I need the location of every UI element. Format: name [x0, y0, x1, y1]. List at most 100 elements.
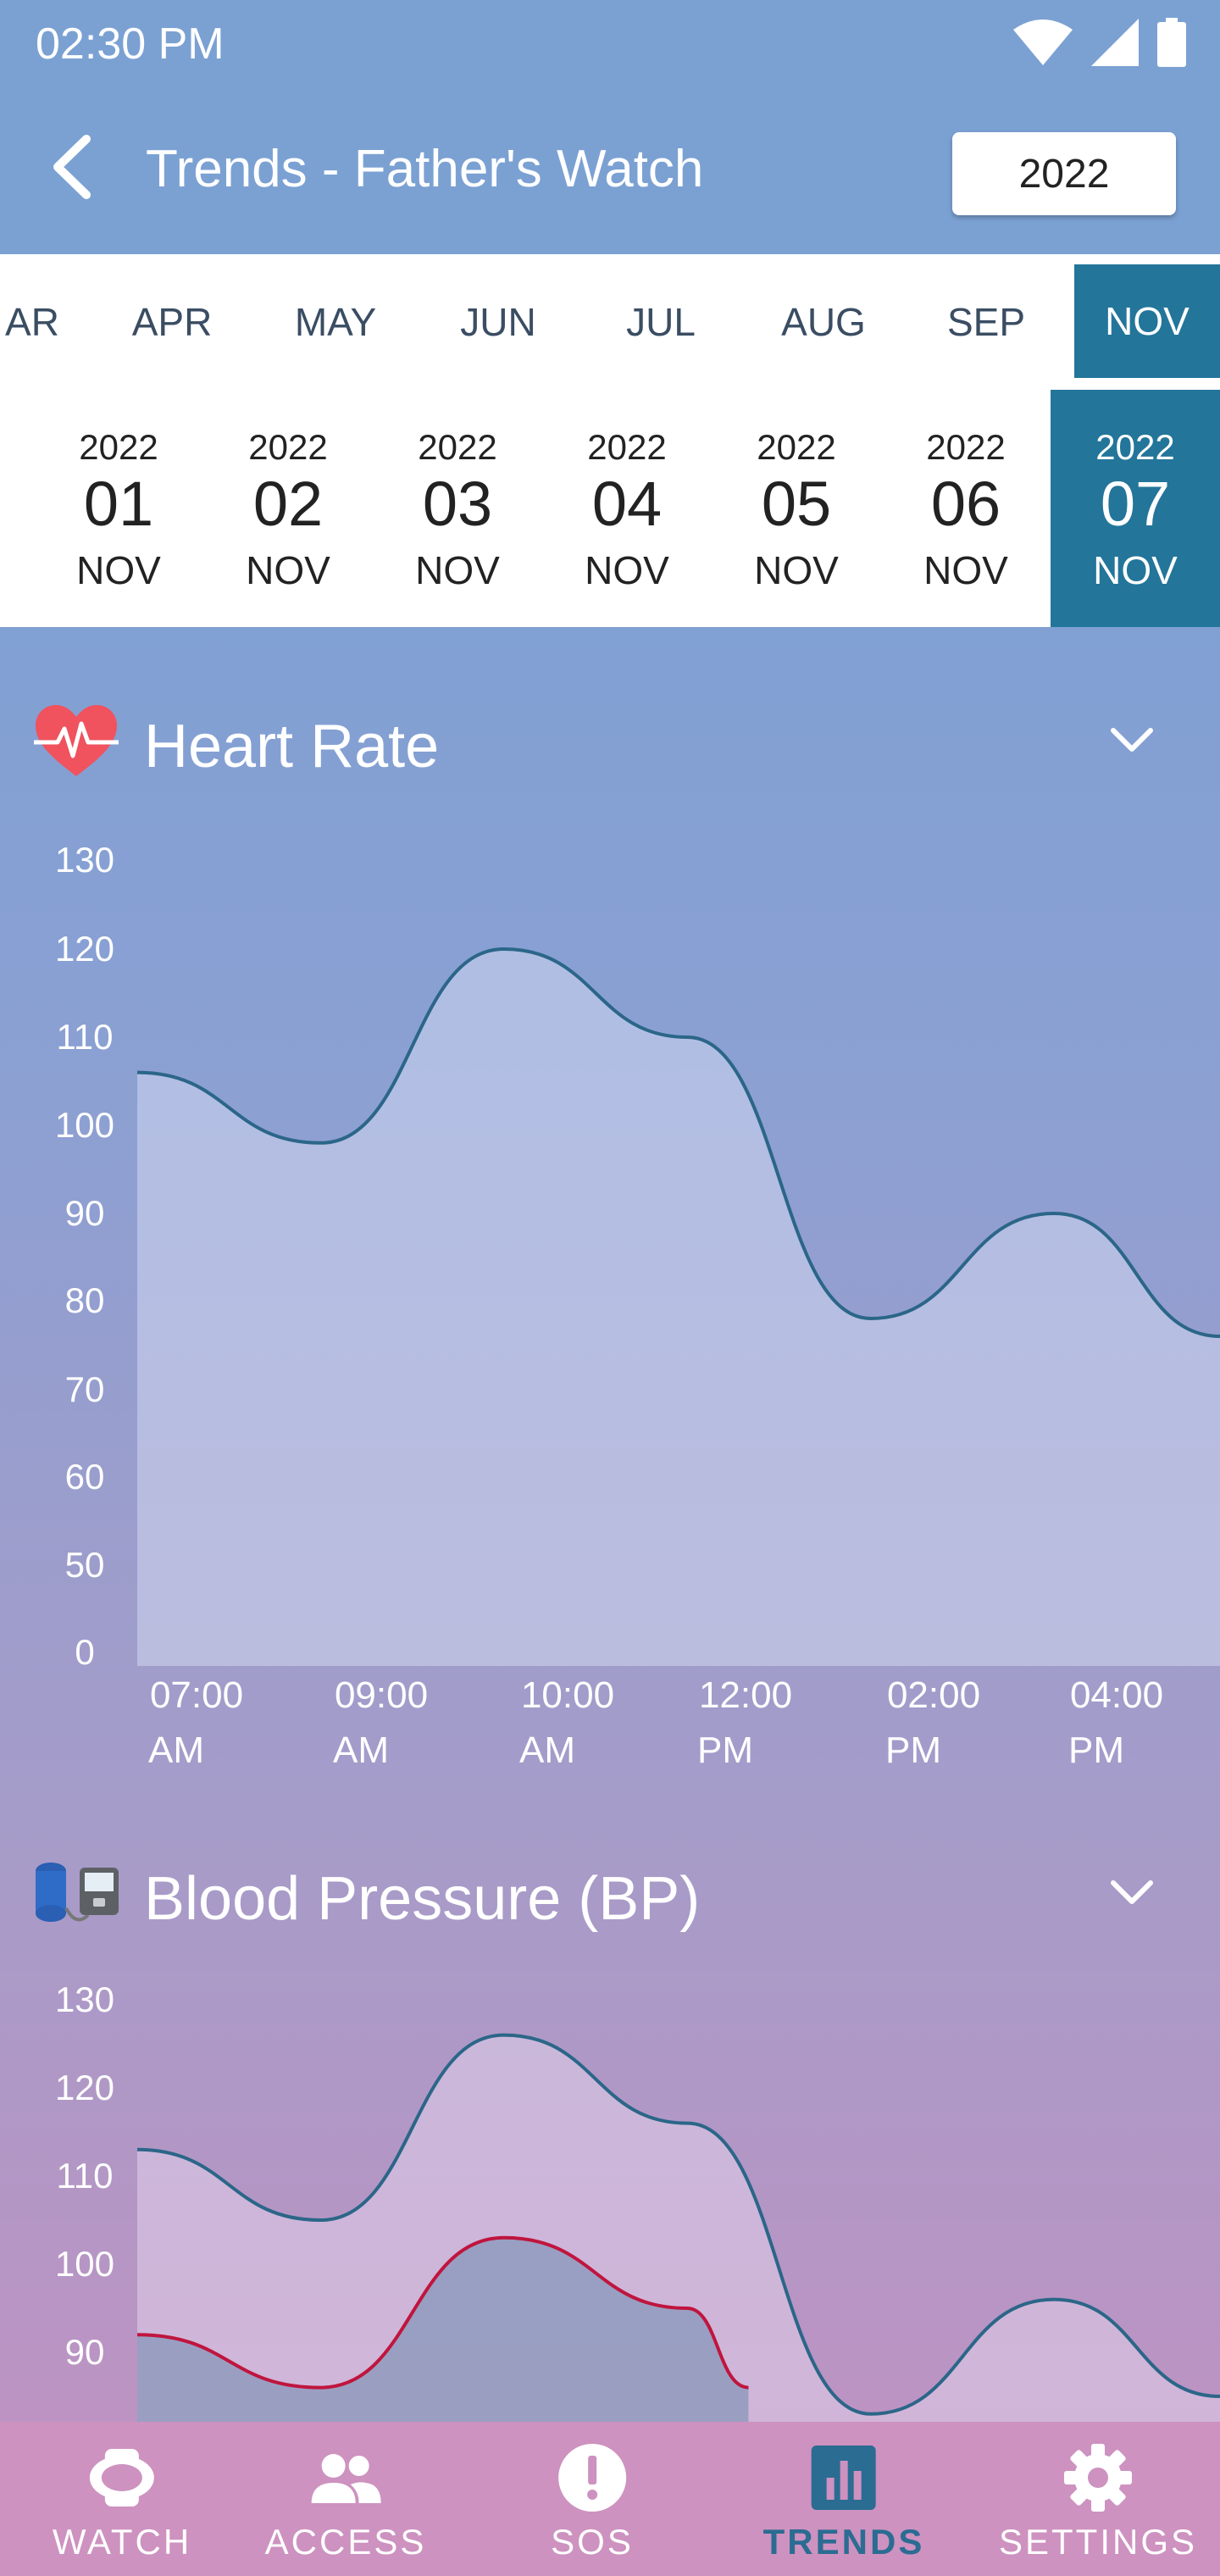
x-tick-label: AM — [519, 1729, 575, 1771]
day-number: 03 — [422, 469, 493, 539]
nav-label: TRENDS — [762, 2522, 925, 2562]
blood-pressure-monitor-icon — [36, 1863, 119, 1922]
day-item[interactable]: 2022 06 NOV — [881, 390, 1051, 627]
section-title: Blood Pressure (BP) — [144, 1865, 701, 1933]
x-tick-label: AM — [148, 1729, 204, 1771]
y-tick-label: 130 — [55, 1979, 114, 2019]
x-tick-label: AM — [333, 1729, 389, 1771]
nav-label: SETTINGS — [998, 2522, 1198, 2562]
people-icon — [312, 2454, 381, 2503]
y-tick-label: 110 — [57, 2156, 114, 2196]
battery-icon — [1157, 18, 1186, 67]
heart-rate-y-axis: 130 120 110 100 90 80 70 60 50 0 — [55, 840, 114, 1672]
y-tick-label: 50 — [65, 1545, 105, 1585]
y-tick-label: 100 — [55, 1105, 114, 1145]
nav-trends[interactable]: TRENDS — [763, 2422, 925, 2576]
x-tick-label: PM — [885, 1729, 941, 1771]
bp-diastolic-line — [136, 2235, 749, 2390]
day-year: 2022 — [926, 427, 1006, 467]
wifi-icon — [1013, 19, 1073, 65]
blood-pressure-chart: 130 120 110 100 90 — [55, 1979, 1220, 2423]
day-number: 01 — [83, 469, 154, 539]
day-month: NOV — [923, 548, 1008, 592]
day-item[interactable]: 2022 02 NOV — [203, 390, 373, 627]
nav-label: SOS — [551, 2522, 634, 2562]
x-tick-label: 07:00 — [150, 1674, 243, 1716]
chevron-down-icon[interactable] — [1108, 724, 1156, 758]
status-time: 02:30 PM — [36, 19, 225, 69]
bp-diastolic-area — [137, 2237, 749, 2423]
year-selector-button[interactable]: 2022 — [952, 132, 1176, 215]
x-tick-label: PM — [1068, 1729, 1124, 1771]
y-tick-label: 130 — [55, 840, 114, 880]
heart-pulse-icon — [34, 705, 119, 776]
day-number: 05 — [761, 469, 832, 539]
x-tick-label: 02:00 — [887, 1674, 980, 1716]
nav-watch[interactable]: WATCH — [53, 2422, 191, 2576]
heart-rate-line — [136, 947, 1220, 1338]
day-item[interactable]: 2022 03 NOV — [373, 390, 542, 627]
month-item[interactable]: JUL — [626, 300, 696, 344]
x-tick-label: 04:00 — [1070, 1674, 1163, 1716]
month-item[interactable]: AUG — [781, 300, 866, 344]
page-title: Trends - Father's Watch — [146, 140, 704, 198]
alert-icon — [557, 2444, 626, 2512]
heart-rate-x-axis: 07:00 AM 09:00 AM 10:00 AM 12:00 PM 02:00 PM 04:00… — [148, 1674, 1163, 1771]
bottom-navigation: WATCH ACCESS SOS TRENDS — [0, 2422, 1220, 2576]
day-item[interactable]: 2022 05 NOV — [712, 390, 881, 627]
y-tick-label: 110 — [57, 1017, 114, 1057]
x-tick-label: 09:00 — [335, 1674, 428, 1716]
heart-rate-chart: 130 120 110 100 90 80 70 60 50 0 07:00 AM 09:00 AM 10… — [55, 840, 1220, 1771]
day-year: 2022 — [248, 427, 328, 467]
y-tick-label: 100 — [55, 2244, 114, 2284]
day-year: 2022 — [418, 427, 497, 467]
app-bar: Trends - Father's Watch 2022 — [0, 93, 1220, 254]
day-number: 07 — [1100, 469, 1171, 539]
month-item[interactable]: JUN — [460, 300, 536, 344]
month-item[interactable]: APR — [131, 300, 213, 344]
day-month: NOV — [246, 548, 330, 592]
heart-rate-header[interactable]: Heart Rate — [0, 695, 1220, 788]
day-item-selected[interactable]: 2022 07 NOV — [1051, 390, 1220, 627]
y-tick-label: 120 — [55, 2068, 114, 2107]
day-month: NOV — [76, 548, 161, 592]
y-tick-label: 90 — [65, 1193, 105, 1233]
day-month: NOV — [585, 548, 669, 592]
x-tick-label: PM — [697, 1729, 753, 1771]
y-tick-label: 60 — [65, 1457, 105, 1496]
x-tick-label: 12:00 — [699, 1674, 792, 1716]
nav-label: WATCH — [52, 2522, 192, 2562]
signal-icon — [1091, 19, 1139, 66]
bp-y-axis: 130 120 110 100 90 — [55, 1979, 114, 2372]
nav-sos[interactable]: SOS — [551, 2422, 634, 2576]
day-year: 2022 — [587, 427, 667, 467]
day-selector: 2022 01 NOV 2022 02 NOV 2022 03 NOV 2022… — [0, 390, 1220, 627]
month-item[interactable]: SEP — [946, 300, 1026, 344]
day-year: 2022 — [757, 427, 836, 467]
day-month: NOV — [754, 548, 839, 592]
back-arrow-icon[interactable] — [46, 129, 97, 205]
watch-icon — [89, 2449, 154, 2507]
month-item-selected[interactable]: NOV — [1074, 264, 1220, 378]
y-tick-label: 120 — [55, 929, 114, 969]
day-number: 04 — [591, 469, 663, 539]
y-tick-label: 70 — [65, 1369, 105, 1409]
day-item[interactable]: 2022 04 NOV — [542, 390, 712, 627]
nav-settings[interactable]: SETTINGS — [999, 2422, 1197, 2576]
section-title: Heart Rate — [144, 713, 440, 780]
chevron-down-icon[interactable] — [1108, 1876, 1156, 1910]
y-tick-label: 80 — [65, 1280, 105, 1320]
x-tick-label: 10:00 — [521, 1674, 614, 1716]
day-number: 06 — [930, 469, 1001, 539]
day-item[interactable]: 2022 01 NOV — [34, 390, 203, 627]
day-month: NOV — [415, 548, 500, 592]
month-item[interactable]: AR — [5, 300, 59, 344]
day-year: 2022 — [1095, 427, 1175, 467]
y-tick-label: 0 — [75, 1632, 94, 1672]
status-bar: 02:30 PM — [0, 0, 1220, 81]
day-number: 02 — [252, 469, 324, 539]
month-item[interactable]: MAY — [294, 300, 377, 344]
nav-access[interactable]: ACCESS — [265, 2422, 427, 2576]
status-icons — [1013, 18, 1186, 67]
blood-pressure-header[interactable]: Blood Pressure (BP) — [0, 1847, 1220, 1940]
